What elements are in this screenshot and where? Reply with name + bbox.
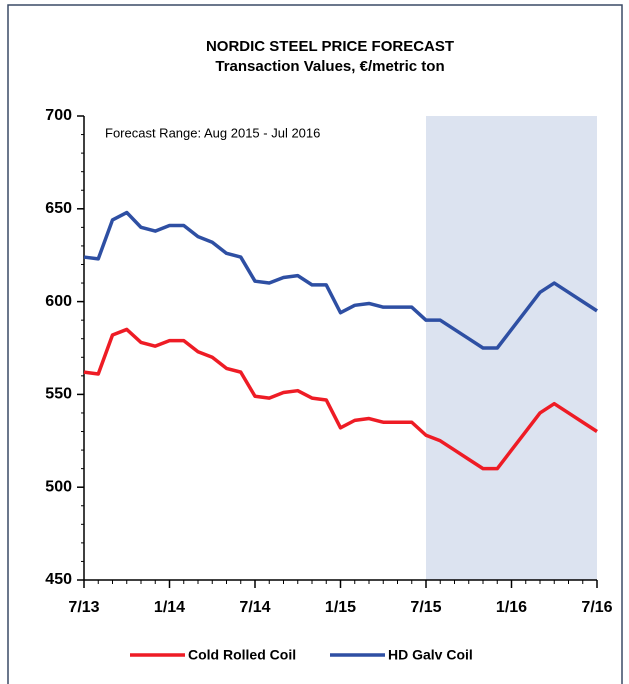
frame (7, 4, 623, 684)
chart-title: NORDIC STEEL PRICE FORECAST (206, 38, 454, 55)
y-tick-label: 450 (45, 571, 72, 588)
x-tick-label: 1/16 (496, 599, 527, 616)
legend-label: HD Galv Coil (388, 647, 473, 663)
series-line (83, 210, 598, 350)
annotation: Forecast Range: Aug 2015 - Jul 2016 (105, 125, 320, 140)
x-tick-label: 7/15 (410, 599, 441, 616)
x-tick-label: 7/16 (581, 599, 612, 616)
legend-label: Cold Rolled Coil (188, 647, 296, 663)
x-tick-label: 1/14 (154, 599, 185, 616)
y-tick-label: 550 (45, 386, 72, 403)
y-tick-label: 500 (45, 478, 72, 495)
y-tick-label: 650 (45, 200, 72, 217)
y-tick-label: 600 (45, 293, 72, 310)
x-tick-label: 1/15 (325, 599, 356, 616)
chart-subtitle: Transaction Values, €/metric ton (215, 58, 444, 75)
x-tick-label: 7/13 (68, 599, 99, 616)
y-tick-label: 700 (45, 107, 72, 124)
series-line (83, 327, 598, 471)
forecast-band (426, 116, 597, 580)
x-tick-label: 7/14 (239, 599, 270, 616)
